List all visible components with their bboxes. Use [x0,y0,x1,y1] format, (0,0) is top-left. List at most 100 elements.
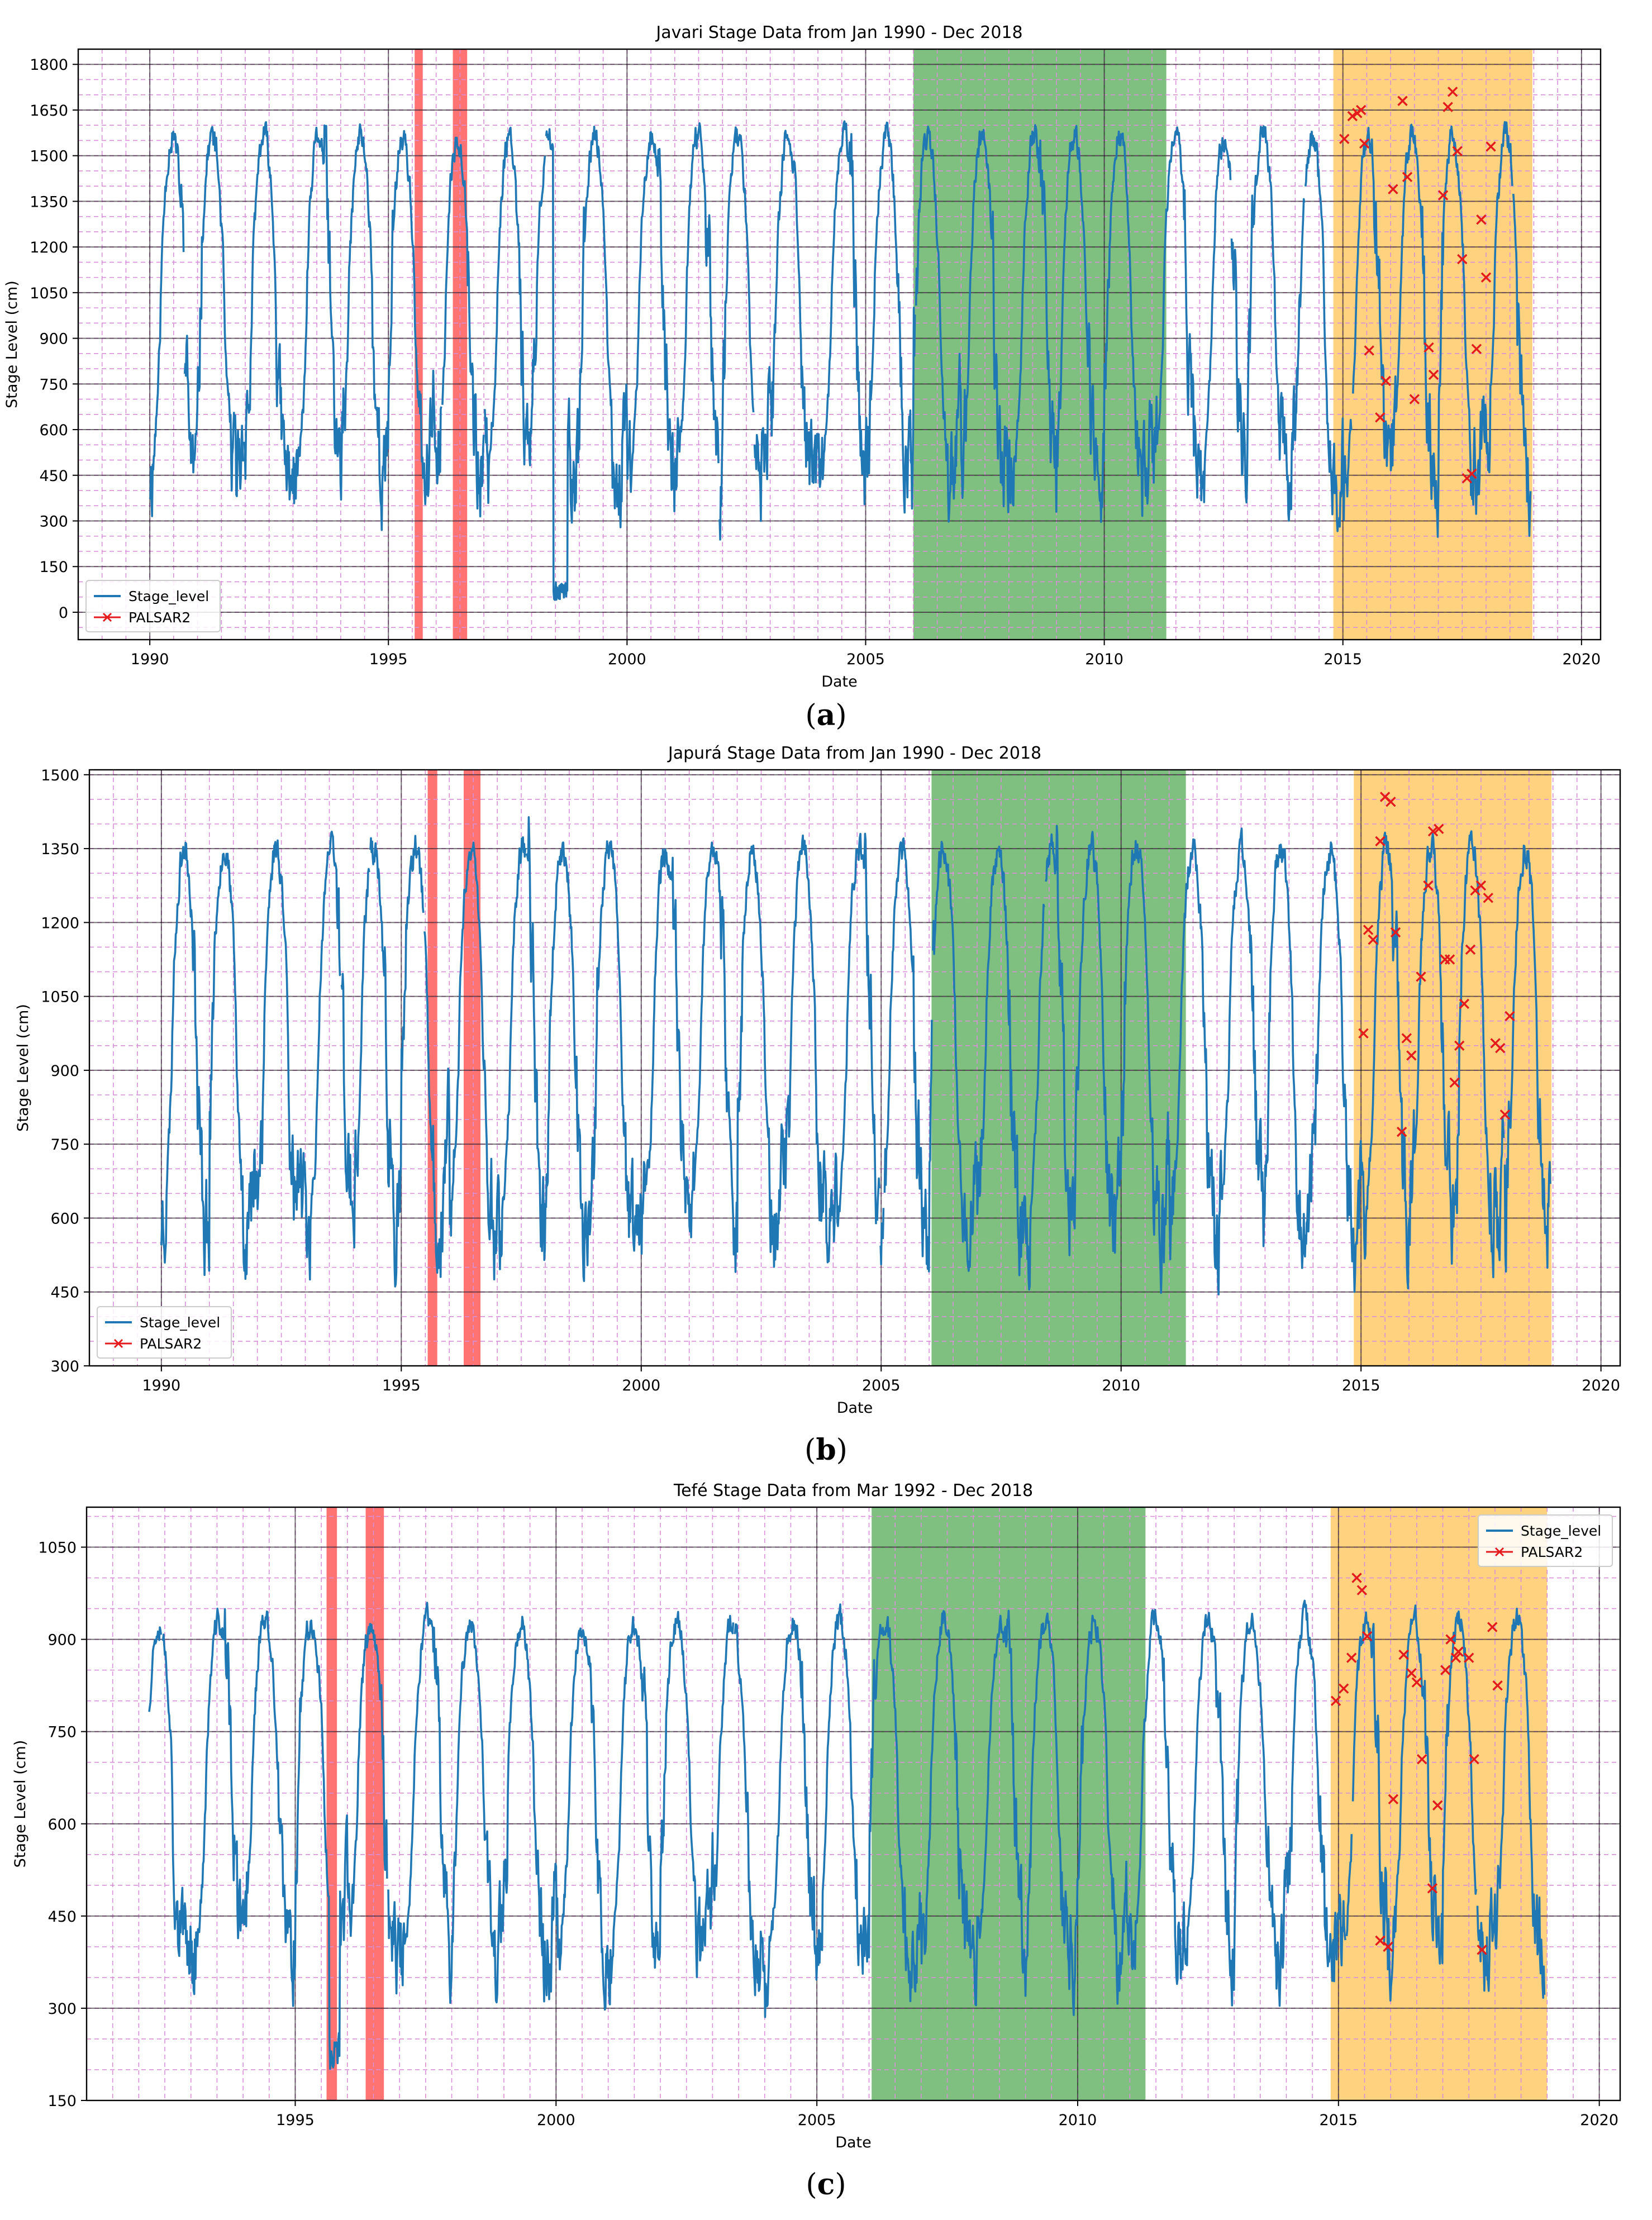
y-axis-label: Stage Level (cm) [3,280,21,408]
palsar2-point [1428,369,1439,380]
x-tick-label: 2015 [1342,1377,1380,1394]
palsar2-point [1495,1043,1506,1054]
shaded-period-red [415,49,423,640]
x-tick-label: 2010 [1102,1377,1140,1394]
palsar2-point [1364,345,1374,356]
shaded-period-red [365,1507,384,2100]
palsar2-point [1447,87,1458,97]
y-tick-label: 600 [47,1816,77,1833]
y-tick-label: 1350 [41,841,79,858]
palsar2-point [1445,1634,1456,1645]
y-tick-label: 300 [39,513,68,531]
y-tick-label: 1050 [30,285,68,302]
palsar2-point [1452,146,1463,156]
palsar2-point [1464,1652,1474,1663]
palsar2-point [1339,134,1350,144]
y-tick-label: 600 [50,1210,79,1227]
x-tick-label: 2005 [846,651,885,668]
palsar2-point [1499,1109,1511,1120]
y-axis-label: Stage Level (cm) [12,1740,29,1868]
palsar2-point [1427,1883,1438,1894]
palsar2-point [1375,1935,1386,1946]
palsar2-point [1437,190,1449,201]
legend-palsar-marker [102,612,112,622]
palsar2-point [1346,1652,1357,1663]
chart-title: Tefé Stage Data from Mar 1992 - Dec 2018 [673,1481,1033,1500]
x-tick-label: 2010 [1059,2112,1097,2129]
legend-palsar-label: PALSAR2 [140,1336,202,1352]
palsar2-point [1467,468,1477,479]
caption-c: (c) [806,2167,846,2202]
palsar2-point [1355,104,1367,116]
legend-palsar-marker [1494,1547,1505,1557]
chart-title: Japurá Stage Data from Jan 1990 - Dec 20… [667,744,1041,763]
palsar2-point [1397,96,1408,106]
palsar2-point [1368,935,1378,945]
palsar2-point [1423,880,1434,891]
palsar2-point [1375,412,1386,423]
palsar2-point [1359,138,1370,149]
x-tick-label: 1995 [382,1377,421,1394]
palsar2-point [1475,880,1487,891]
palsar2-point [1361,1631,1373,1642]
palsar2-point [1480,272,1492,283]
palsar2-point [1411,1677,1422,1688]
palsar2-point [1424,342,1434,353]
y-tick-label: 1050 [41,989,79,1006]
y-tick-label: 750 [47,1724,77,1741]
legend-box [85,580,221,632]
chart-panel-2: 1990 1995 2000 2005 2010 2015 2020 300 450 600 750… [15,744,1621,1417]
palsar2-point [1487,1622,1498,1632]
plot-frame [88,769,1621,1367]
legend-palsar-label: PALSAR2 [1521,1544,1583,1560]
caption-a: (a) [805,698,847,732]
y-tick-label: 450 [50,1284,79,1302]
palsar2-point [1406,1050,1417,1061]
palsar2-point [1351,1573,1362,1583]
palsar2-point [1409,394,1420,404]
x-tick-label: 1990 [142,1377,180,1394]
y-tick-label: 900 [47,1632,77,1649]
plot-frame [85,1506,1621,2102]
palsar2-point [1492,1680,1503,1691]
palsar2-point [1380,375,1391,387]
x-tick-label: 2020 [1580,2112,1618,2129]
x-tick-label: 2000 [537,2112,575,2129]
y-tick-label: 1200 [30,239,68,256]
y-tick-label: 0 [59,604,68,622]
palsar2-point [1427,826,1439,837]
stage-level-line [148,1599,1546,2070]
x-tick-label: 1995 [276,2112,315,2129]
palsar2-point [1388,184,1398,194]
x-tick-label: 2005 [862,1377,901,1394]
legend-stage-label: Stage_level [128,588,209,604]
palsar2-point [1465,944,1476,955]
palsar2-point [1434,823,1444,835]
palsar2-point [1356,1585,1368,1595]
x-axis-label: Date [837,1399,873,1417]
palsar2-point [1338,1683,1349,1694]
legend-box [1478,1514,1613,1567]
x-tick-label: 2015 [1323,651,1362,668]
y-tick-label: 1800 [30,56,68,74]
x-tick-label: 2015 [1319,2112,1358,2129]
palsar2-point [1476,214,1487,225]
y-tick-label: 600 [39,422,68,439]
palsar2-point [1471,344,1482,354]
palsar2-point [1442,102,1453,112]
y-tick-label: 1650 [30,102,68,120]
palsar2-point [1416,1754,1427,1765]
x-axis-label: Date [835,2134,872,2151]
palsar2-point [1386,797,1396,807]
palsar2-point [1358,1028,1369,1038]
palsar2-point [1416,971,1426,982]
x-tick-label: 2020 [1582,1377,1620,1394]
x-tick-label: 1990 [131,651,169,668]
y-tick-label: 1050 [38,1540,77,1557]
palsar2-point [1347,111,1358,122]
legend-palsar-marker [113,1338,123,1349]
palsar2-point [1363,925,1374,935]
x-tick-label: 2005 [798,2112,836,2129]
legend-stage-label: Stage_level [1521,1523,1601,1539]
